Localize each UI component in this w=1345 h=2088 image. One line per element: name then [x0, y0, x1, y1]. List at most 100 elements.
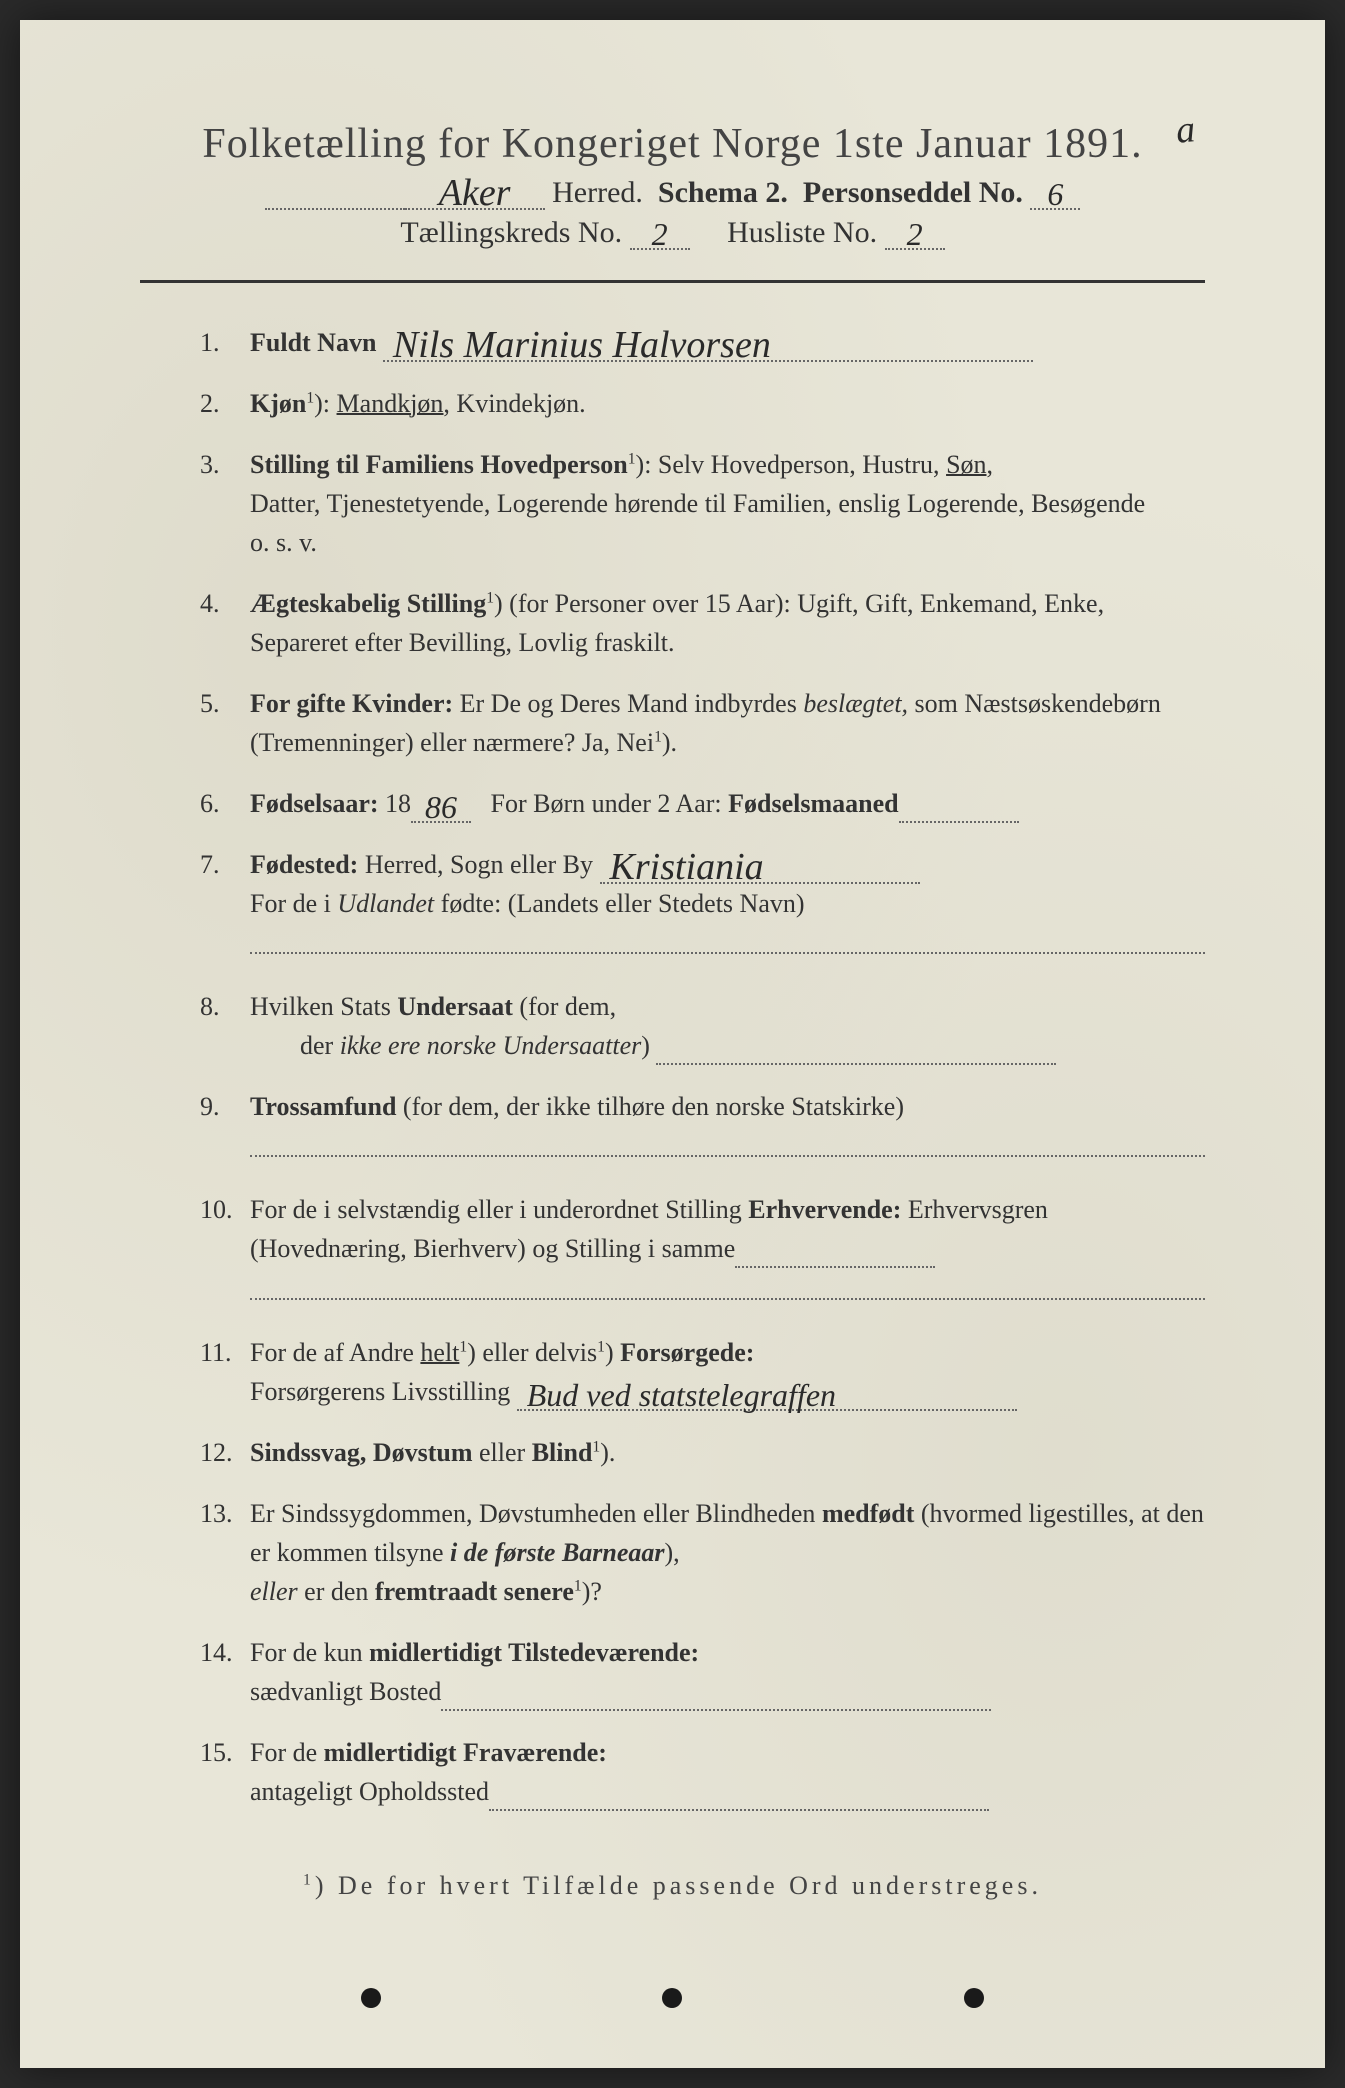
item-1: 1. Fuldt Navn Nils Marinius Halvorsen — [200, 323, 1205, 362]
footnote-sup: 1 — [303, 1871, 315, 1888]
text3: ) — [641, 1031, 650, 1060]
label-fodested: Fødested: — [250, 850, 358, 879]
herred-label: Herred. — [552, 176, 643, 209]
item-num: 13. — [200, 1494, 250, 1611]
text2: ). — [600, 1438, 615, 1467]
line2: der — [300, 1031, 333, 1060]
item-num: 9. — [200, 1087, 250, 1168]
text3: ). — [662, 728, 677, 757]
sup: 1 — [486, 589, 494, 606]
item-content: Hvilken Stats Undersaat (for dem, der ik… — [250, 987, 1205, 1065]
italic: beslægtet, — [803, 689, 908, 718]
label-fuldt-navn: Fuldt Navn — [250, 328, 376, 357]
sup: 1 — [574, 1577, 582, 1594]
year-value: 86 — [411, 795, 471, 823]
footnote: 1) De for hvert Tilfælde passende Ord un… — [140, 1871, 1205, 1901]
label-tilstedevaerende: midlertidigt Tilstedeværende: — [369, 1638, 699, 1667]
text2: (for dem, — [519, 992, 616, 1021]
item-6: 6. Fødselsaar: 1886 For Børn under 2 Aar… — [200, 784, 1205, 823]
blank — [489, 1785, 989, 1811]
label-erhvervende: Erhvervende: — [748, 1195, 901, 1224]
item-num: 5. — [200, 684, 250, 762]
line2-wrap: der ikke ere norske Undersaatter) — [250, 1031, 656, 1060]
item-11: 11. For de af Andre helt1) eller delvis1… — [200, 1333, 1205, 1411]
item-num: 11. — [200, 1333, 250, 1411]
hole-icon — [662, 1988, 682, 2008]
blue-annotation: a — [1175, 114, 1197, 146]
udlandet: Udlandet — [337, 889, 434, 918]
month-blank — [899, 797, 1019, 823]
item-4: 4. Ægteskabelig Stilling1) (for Personer… — [200, 584, 1205, 662]
label-stilling: Stilling til Familiens Hovedperson — [250, 450, 628, 479]
item-content: Fødselsaar: 1886 For Børn under 2 Aar: F… — [250, 784, 1205, 823]
text4: )? — [582, 1577, 602, 1606]
husliste-value: 2 — [885, 222, 945, 250]
dots-prefix — [265, 208, 405, 210]
item-12: 12. Sindssvag, Døvstum eller Blind1). — [200, 1433, 1205, 1472]
item-num: 6. — [200, 784, 250, 823]
form-body: 1. Fuldt Navn Nils Marinius Halvorsen 2.… — [140, 323, 1205, 1811]
label-blind: Blind — [532, 1438, 593, 1467]
blank — [656, 1039, 1056, 1065]
punch-holes — [20, 1988, 1325, 2008]
husliste-label: Husliste No. — [727, 216, 877, 249]
label-fremtraadt: fremtraadt senere — [375, 1577, 574, 1606]
line2: sædvanligt Bosted — [250, 1677, 441, 1706]
item-num: 12. — [200, 1433, 250, 1472]
sup: 1 — [628, 450, 636, 467]
item-14: 14. For de kun midlertidigt Tilstedevære… — [200, 1633, 1205, 1711]
text3: ), — [665, 1538, 680, 1567]
item-num: 1. — [200, 323, 250, 362]
blank — [441, 1685, 991, 1711]
item-8: 8. Hvilken Stats Undersaat (for dem, der… — [200, 987, 1205, 1065]
schema-label: Schema 2. — [658, 176, 788, 209]
text: For de i selvstændig eller i underordnet… — [250, 1195, 742, 1224]
kvindekjon: Kvindekjøn. — [456, 389, 585, 418]
item-3: 3. Stilling til Familiens Hovedperson1):… — [200, 445, 1205, 562]
text: For de — [250, 1738, 317, 1767]
son-underlined: Søn, — [946, 450, 993, 479]
item-num: 3. — [200, 445, 250, 562]
label-fravaerende: midlertidigt Fraværende: — [324, 1738, 607, 1767]
birthplace-value: Kristiania — [600, 852, 920, 884]
text: (for dem, der ikke tilhøre den norske St… — [403, 1092, 904, 1121]
line2b: fødte: (Landets eller Stedets Navn) — [441, 889, 805, 918]
item-num: 7. — [200, 845, 250, 965]
label-aegteskab: Ægteskabelig Stilling — [250, 589, 486, 618]
item-5: 5. For gifte Kvinder: Er De og Deres Man… — [200, 684, 1205, 762]
item-content: Kjøn1): Mandkjøn, Kvindekjøn. — [250, 384, 1205, 423]
item-content: Er Sindssygdommen, Døvstumheden eller Bl… — [250, 1494, 1205, 1611]
text2: For Børn under 2 Aar: — [491, 789, 722, 818]
text3: ) — [605, 1338, 614, 1367]
item-num: 15. — [200, 1733, 250, 1811]
italic: i de første Barneaar — [450, 1538, 665, 1567]
sup2: 1 — [597, 1338, 605, 1355]
item-content: Ægteskabelig Stilling1) (for Personer ov… — [250, 584, 1205, 662]
blank — [735, 1242, 935, 1268]
item-content: For de i selvstændig eller i underordnet… — [250, 1190, 1205, 1310]
italic: ikke ere norske Undersaatter — [340, 1031, 642, 1060]
label-sindssvag: Sindssvag, Døvstum — [250, 1438, 473, 1467]
item-num: 8. — [200, 987, 250, 1065]
item-2: 2. Kjøn1): Mandkjøn, Kvindekjøn. — [200, 384, 1205, 423]
item-9: 9. Trossamfund (for dem, der ikke tilhør… — [200, 1087, 1205, 1168]
header-divider — [140, 280, 1205, 283]
item-num: 10. — [200, 1190, 250, 1310]
blank-line — [250, 1268, 1205, 1299]
footnote-text: ) De for hvert Tilfælde passende Ord und… — [315, 1871, 1042, 1900]
line2: Forsørgerens Livsstilling — [250, 1377, 510, 1406]
name-value: Nils Marinius Halvorsen — [383, 330, 1033, 362]
item-10: 10. For de i selvstændig eller i underor… — [200, 1190, 1205, 1310]
label-forsorgede: Forsørgede: — [620, 1338, 754, 1367]
item-15: 15. For de midlertidigt Fraværende: anta… — [200, 1733, 1205, 1811]
item-7: 7. Fødested: Herred, Sogn eller By Krist… — [200, 845, 1205, 965]
item-13: 13. Er Sindssygdommen, Døvstumheden elle… — [200, 1494, 1205, 1611]
line2: For de i — [250, 889, 331, 918]
personseddel-value: 6 — [1030, 182, 1080, 210]
text: For de af Andre — [250, 1338, 414, 1367]
blank-line — [250, 1126, 1205, 1157]
item-content: Stilling til Familiens Hovedperson1): Se… — [250, 445, 1205, 562]
item-num: 4. — [200, 584, 250, 662]
hole-icon — [361, 1988, 381, 2008]
hole-icon — [964, 1988, 984, 2008]
